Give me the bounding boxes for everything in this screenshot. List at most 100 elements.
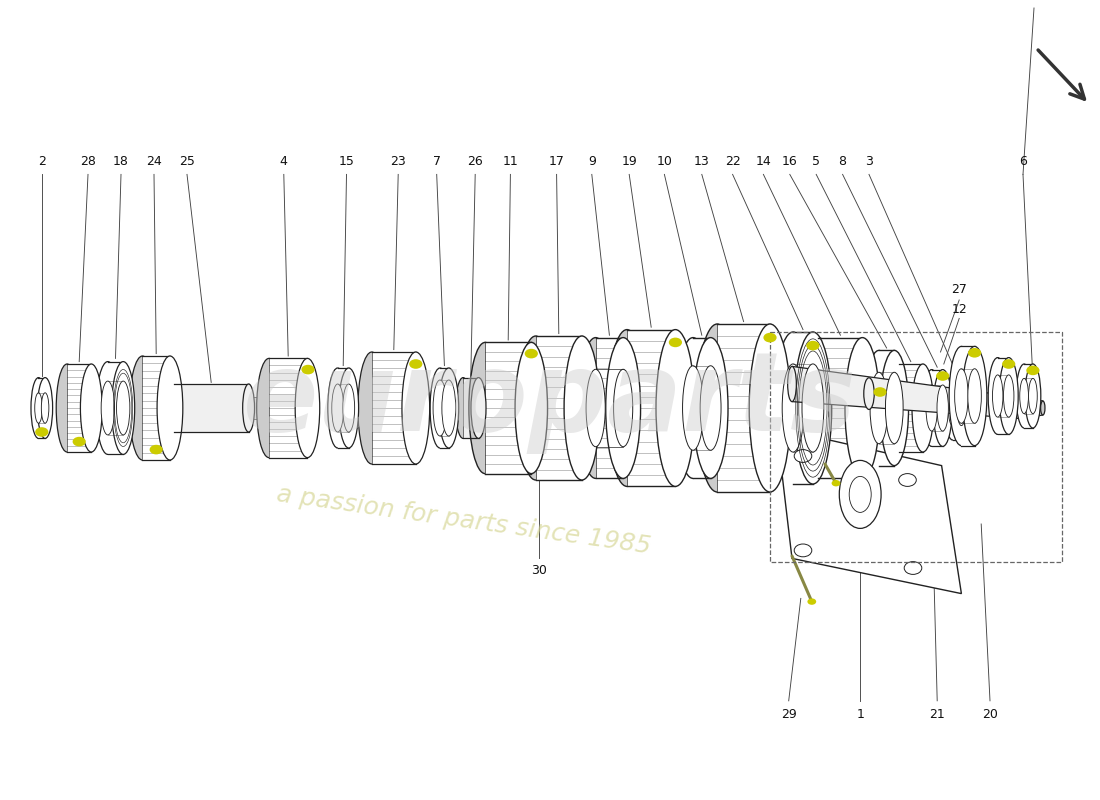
Ellipse shape: [56, 364, 78, 452]
Polygon shape: [961, 346, 975, 446]
Circle shape: [409, 359, 422, 369]
Ellipse shape: [442, 380, 455, 436]
Ellipse shape: [774, 332, 812, 484]
Circle shape: [794, 544, 812, 557]
Ellipse shape: [157, 356, 183, 460]
Circle shape: [35, 427, 48, 437]
Ellipse shape: [31, 378, 46, 438]
Text: 7: 7: [432, 155, 441, 168]
Ellipse shape: [430, 368, 450, 448]
Ellipse shape: [515, 342, 548, 474]
Circle shape: [968, 348, 981, 358]
Text: 21: 21: [930, 708, 945, 721]
Ellipse shape: [988, 358, 1008, 434]
Ellipse shape: [782, 364, 804, 452]
Ellipse shape: [37, 378, 53, 438]
Ellipse shape: [955, 369, 968, 423]
Ellipse shape: [1003, 375, 1014, 417]
Text: 3: 3: [865, 155, 873, 168]
Ellipse shape: [439, 368, 459, 448]
Polygon shape: [793, 332, 813, 484]
Ellipse shape: [926, 385, 937, 431]
Text: 28: 28: [80, 155, 96, 168]
Text: 6: 6: [1019, 155, 1027, 168]
Text: 10: 10: [657, 155, 672, 168]
Text: 9: 9: [587, 155, 596, 168]
Circle shape: [763, 333, 777, 342]
Polygon shape: [372, 352, 416, 464]
Ellipse shape: [101, 381, 114, 435]
Ellipse shape: [343, 384, 354, 432]
Polygon shape: [463, 378, 478, 438]
Ellipse shape: [339, 368, 359, 448]
Ellipse shape: [243, 384, 254, 432]
Ellipse shape: [518, 336, 553, 480]
Ellipse shape: [949, 346, 974, 446]
Ellipse shape: [968, 369, 981, 423]
Text: 13: 13: [694, 155, 710, 168]
Circle shape: [873, 387, 887, 397]
Text: 14: 14: [756, 155, 771, 168]
Ellipse shape: [700, 366, 722, 450]
Ellipse shape: [332, 384, 343, 432]
Text: 27: 27: [952, 283, 967, 296]
Ellipse shape: [749, 324, 791, 492]
Ellipse shape: [295, 358, 320, 458]
Ellipse shape: [80, 364, 102, 452]
Circle shape: [525, 349, 538, 358]
Ellipse shape: [864, 378, 874, 410]
Ellipse shape: [794, 332, 832, 484]
Polygon shape: [717, 324, 770, 492]
Polygon shape: [174, 384, 249, 432]
Text: 25: 25: [179, 155, 195, 168]
Text: 22: 22: [725, 155, 740, 168]
Polygon shape: [268, 358, 308, 458]
Ellipse shape: [999, 358, 1019, 434]
Text: 26: 26: [468, 155, 483, 168]
Text: 11: 11: [503, 155, 518, 168]
Ellipse shape: [922, 370, 942, 446]
Text: europarts: europarts: [243, 346, 857, 454]
Polygon shape: [596, 338, 623, 478]
Ellipse shape: [682, 366, 704, 450]
Ellipse shape: [606, 338, 640, 478]
Polygon shape: [67, 364, 91, 452]
Ellipse shape: [865, 350, 893, 466]
Polygon shape: [879, 350, 894, 466]
Text: 29: 29: [781, 708, 796, 721]
Text: 1: 1: [856, 708, 865, 721]
Text: a passion for parts since 1985: a passion for parts since 1985: [275, 482, 652, 558]
Circle shape: [794, 450, 812, 462]
Ellipse shape: [696, 324, 738, 492]
Polygon shape: [899, 364, 923, 452]
Ellipse shape: [402, 352, 430, 464]
Circle shape: [899, 474, 916, 486]
Polygon shape: [818, 338, 862, 478]
Ellipse shape: [849, 476, 871, 512]
Text: 23: 23: [390, 155, 406, 168]
Text: 17: 17: [549, 155, 564, 168]
Ellipse shape: [614, 370, 632, 446]
Ellipse shape: [656, 330, 695, 486]
Ellipse shape: [693, 338, 728, 478]
Ellipse shape: [328, 368, 348, 448]
Polygon shape: [777, 428, 961, 594]
Ellipse shape: [948, 390, 957, 426]
Ellipse shape: [1025, 364, 1041, 428]
Text: 15: 15: [339, 155, 354, 168]
Polygon shape: [693, 338, 711, 478]
Ellipse shape: [117, 381, 130, 435]
Ellipse shape: [130, 356, 155, 460]
Text: 4: 4: [279, 155, 288, 168]
Circle shape: [301, 365, 315, 374]
Text: 2: 2: [37, 155, 46, 168]
Bar: [214, 397, 277, 419]
Ellipse shape: [35, 393, 42, 423]
Ellipse shape: [954, 376, 969, 440]
Text: 16: 16: [782, 155, 797, 168]
Ellipse shape: [886, 372, 903, 444]
Ellipse shape: [455, 378, 471, 438]
Ellipse shape: [839, 460, 881, 528]
Ellipse shape: [433, 380, 447, 436]
Polygon shape: [440, 368, 449, 448]
